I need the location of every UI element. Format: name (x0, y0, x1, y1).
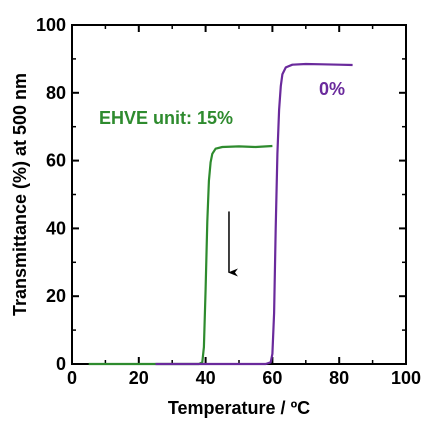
x-tick-label: 0 (67, 368, 77, 388)
x-tick-label: 80 (329, 368, 349, 388)
x-axis-title: Temperature / ºC (168, 398, 310, 418)
series-label-1: EHVE unit: 15% (99, 108, 233, 128)
x-tick-label: 100 (391, 368, 421, 388)
x-tick-label: 20 (129, 368, 149, 388)
series-line-2 (155, 62, 353, 366)
series-label-2: 0% (319, 79, 345, 99)
x-tick-label: 40 (196, 368, 216, 388)
y-tick-label: 80 (46, 83, 66, 103)
y-tick-label: 20 (46, 286, 66, 306)
y-tick-label: 0 (56, 354, 66, 374)
plot-frame (71, 24, 407, 365)
y-axis-title: Transmittance (%) at 500 nm (10, 73, 30, 316)
series-line-1 (88, 144, 273, 366)
plot-area: 0 20 40 60 80 100 0 20 40 60 80 100 Temperature / ºC… (10, 15, 421, 418)
y-tick-label: 60 (46, 151, 66, 171)
x-tick-label: 60 (262, 368, 282, 388)
y-tick-label: 40 (46, 218, 66, 238)
y-tick-label: 100 (36, 15, 66, 35)
